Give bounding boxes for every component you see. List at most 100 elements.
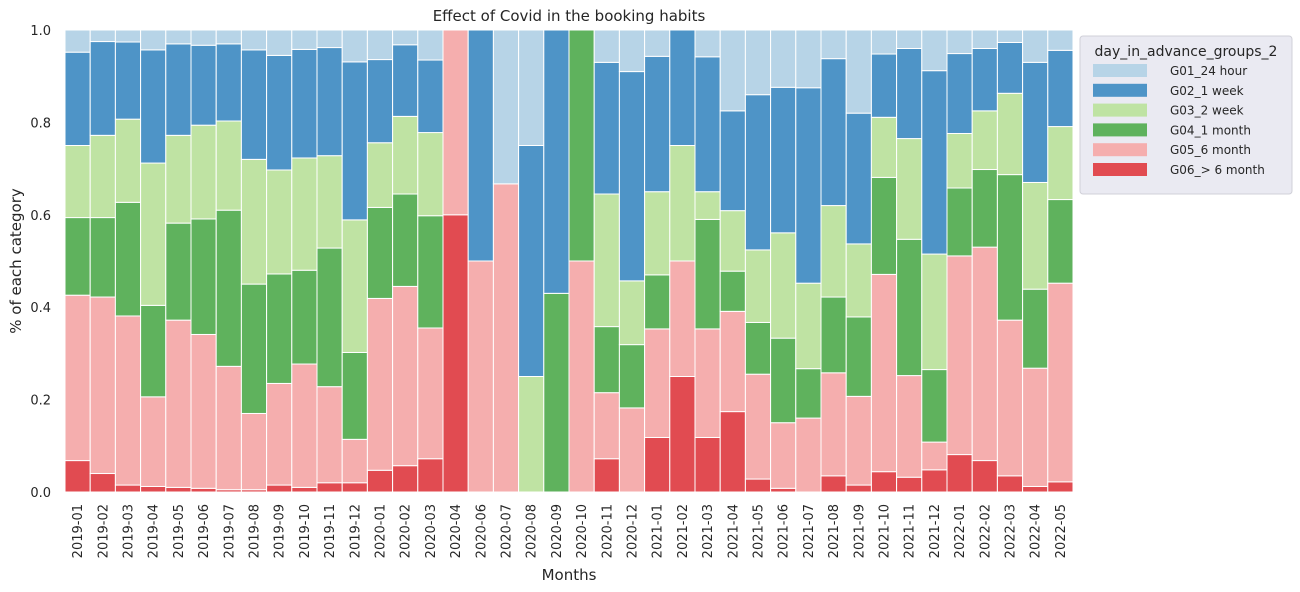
legend-swatch [1093,143,1147,157]
bar-segment-2019-04-s5 [140,29,167,51]
bar-segment-2021-12-s0 [921,469,948,493]
bar-segment-2021-10-s1 [870,273,898,473]
legend-items: G01_24 hour G02_1 week G03_2 week G04_1 mon… [1093,64,1265,177]
bar-segment-2021-03-s0 [694,436,721,493]
x-tick-label: 2022-03 [1004,504,1019,558]
bar-segment-2022-05-s2 [1047,199,1074,284]
bar-segment-2021-10-s3 [870,116,898,178]
bar-segment-2021-07-s5 [795,29,822,89]
y-tick-label: 0.6 [30,209,51,224]
bar-segment-2019-08-s4 [240,49,268,160]
bar-segment-2020-03-s5 [417,29,444,61]
legend-swatch [1093,64,1147,77]
bar-segment-2019-04-s3 [140,162,167,306]
bar-segment-2021-06-s2 [770,337,797,424]
bar-segment-2022-03-s3 [996,92,1024,176]
bar-segment-2019-09-s0 [266,484,293,493]
bar-segment-2021-04-s5 [719,29,746,112]
bar-segment-2021-03-s4 [694,56,721,193]
bar-segment-2019-07-s2 [215,209,242,367]
bar-segment-2020-02-s3 [392,115,419,195]
bar-segment-2020-08-s5 [518,29,545,146]
bar-segment-2021-02-s1 [669,260,696,377]
bar-segment-2022-04-s5 [1022,29,1049,63]
bar-segment-2021-05-s5 [744,29,772,96]
bar-segment-2019-05-s2 [165,222,192,321]
bar-segment-2021-10-s4 [870,53,898,118]
bar-segment-2020-01-s1 [366,297,394,471]
bar-segment-2021-08-s1 [820,372,847,477]
x-tick-label: 2019-06 [197,504,212,558]
x-tick-label: 2019-08 [248,504,263,558]
bar-segment-2021-08-s3 [820,205,847,298]
bar-segment-2019-03-s4 [114,41,142,120]
x-tick-label: 2021-10 [878,504,893,558]
bar-segment-2021-02-s3 [669,145,696,262]
bar-segment-2019-08-s2 [240,283,268,414]
bar-segment-2021-03-s1 [694,328,721,438]
bar-segment-2019-09-s1 [266,382,293,486]
bar-segment-2019-02-s0 [89,473,116,493]
bar-segment-2021-01-s5 [644,29,671,57]
bar-segment-2019-11-s1 [316,386,343,484]
x-tick-label: 2019-03 [122,504,137,558]
bar-segment-2021-06-s5 [770,29,797,88]
bar-segment-2019-09-s2 [266,273,293,384]
bar-segment-2019-11-s3 [316,155,343,249]
x-tick-label: 2020-06 [474,504,489,558]
bar-segment-2022-01-s2 [946,187,973,257]
legend-label: G03_2 week [1170,104,1244,118]
bar-segment-2021-09-s5 [845,29,872,114]
bar-segment-2019-11-s0 [316,482,343,493]
x-tick-label: 2020-08 [525,504,540,558]
bar-segment-2020-01-s3 [366,142,394,208]
x-tick-label: 2022-04 [1029,504,1044,558]
bar-segment-2020-04-s1 [442,29,469,216]
bar-segment-2019-01-s0 [64,460,91,493]
bar-segment-2021-11-s4 [896,47,923,140]
bar-segment-2020-12-s5 [618,29,646,73]
bar-segment-2019-10-s3 [291,157,318,271]
bar-segment-2019-12-s3 [341,219,368,353]
bar-segment-2021-11-s2 [896,238,923,377]
bar-segment-2022-02-s5 [971,29,998,49]
y-tick-label: 0.8 [30,116,51,131]
bar-segment-2020-10-s1 [568,260,595,493]
bar-segment-2022-01-s4 [946,53,973,134]
bar-segment-2020-02-s1 [392,285,419,467]
x-tick-label: 2020-03 [424,504,439,558]
bar-segment-2022-03-s0 [996,475,1024,493]
y-tick-label: 0.4 [30,301,51,316]
x-tick-label: 2021-02 [676,504,691,558]
x-tick-label: 2021-03 [701,504,716,558]
bar-segment-2022-04-s1 [1022,367,1049,487]
bar-segment-2019-08-s1 [240,412,268,491]
bar-segment-2021-07-s3 [795,282,822,370]
y-tick-label: 1.0 [30,24,51,39]
bar-segment-2019-05-s5 [165,29,192,45]
x-tick-label: 2019-10 [298,504,313,558]
bar-segment-2021-12-s4 [921,70,948,255]
bar-segment-2019-07-s3 [215,120,242,211]
stacked-bars [64,29,1074,493]
x-tick-label: 2019-09 [273,504,288,558]
bar-segment-2021-11-s5 [896,29,923,49]
bar-segment-2019-12-s4 [341,61,368,221]
bar-segment-2020-11-s4 [593,61,620,195]
bar-segment-2019-10-s0 [291,486,318,493]
bar-segment-2020-11-s2 [593,326,620,394]
bar-segment-2021-06-s3 [770,232,797,339]
legend-label: G02_1 week [1170,84,1244,98]
x-axis-ticks: 2019-01 2019-02 2019-03 2019-04 2019-05 2019-… [71,504,1069,558]
bar-segment-2021-12-s1 [921,441,948,471]
bar-segment-2021-03-s2 [694,218,721,330]
x-tick-label: 2021-12 [928,504,943,558]
x-tick-label: 2021-09 [852,504,867,558]
bar-segment-2021-09-s0 [845,484,872,493]
bar-segment-2021-11-s3 [896,138,923,240]
bar-segment-2020-01-s0 [366,469,394,493]
bar-segment-2020-12-s4 [618,71,646,282]
bar-segment-2020-03-s3 [417,132,444,217]
bar-segment-2021-01-s4 [644,55,671,193]
bar-segment-2021-04-s3 [719,210,746,272]
